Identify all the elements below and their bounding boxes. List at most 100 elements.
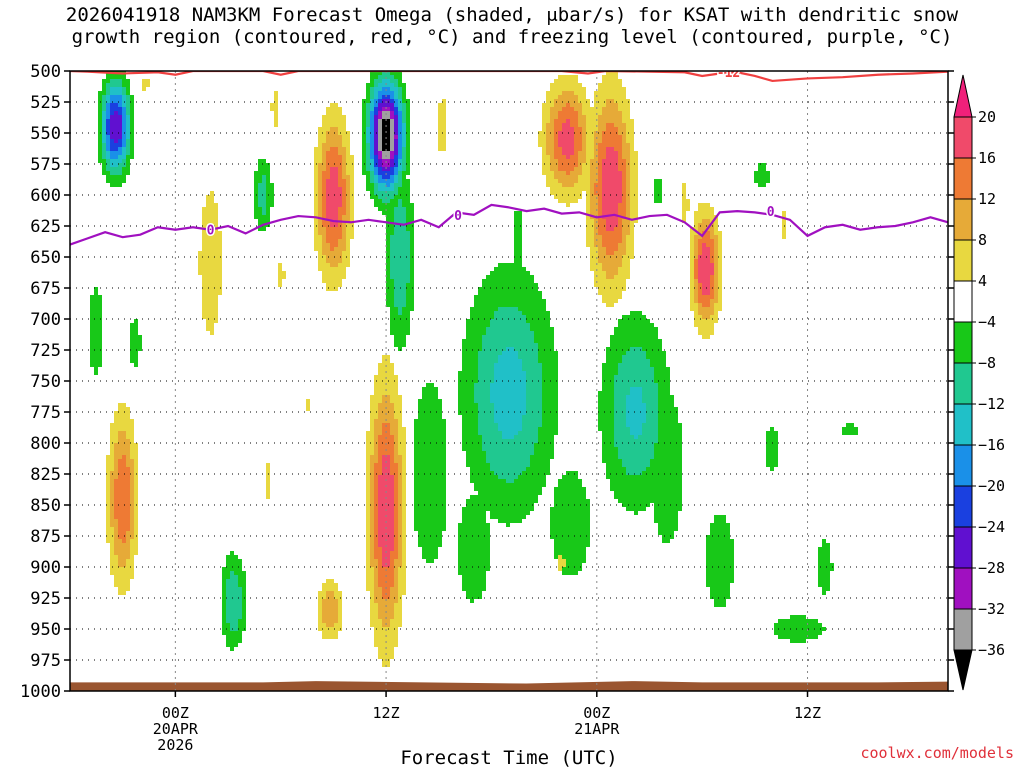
- omega-cell: [130, 447, 138, 451]
- omega-cell: [402, 463, 406, 467]
- omega-cell: [682, 215, 686, 219]
- omega-cell: [690, 259, 694, 263]
- omega-cell: [394, 543, 398, 547]
- omega-cell: [370, 455, 378, 459]
- omega-cell: [326, 155, 342, 159]
- omega-cell: [702, 231, 710, 235]
- omega-cell: [658, 439, 682, 443]
- omega-cell: [626, 211, 630, 215]
- omega-cell: [366, 119, 370, 123]
- omega-cell: [398, 555, 402, 559]
- omega-cell: [478, 363, 494, 367]
- omega-cell: [398, 107, 402, 111]
- omega-cell: [550, 155, 554, 159]
- omega-cell: [462, 583, 486, 587]
- omega-cell: [330, 171, 338, 175]
- omega-cell: [390, 243, 410, 247]
- omega-cell: [206, 195, 214, 199]
- omega-cell: [110, 95, 122, 99]
- omega-cell: [598, 167, 602, 171]
- omega-cell: [382, 127, 390, 131]
- omega-cell: [98, 115, 102, 119]
- omega-cell: [134, 487, 138, 491]
- omega-cell: [102, 95, 106, 99]
- omega-cell: [654, 199, 662, 203]
- omega-cell: [342, 143, 350, 147]
- omega-cell: [114, 491, 130, 495]
- omega-cell: [266, 183, 274, 187]
- omega-cell: [710, 283, 714, 287]
- omega-cell: [710, 531, 730, 535]
- omega-cell: [594, 191, 602, 195]
- omega-cell: [110, 543, 114, 547]
- omega-cell: [402, 167, 406, 171]
- omega-cell: [378, 183, 386, 187]
- omega-cell: [370, 611, 378, 615]
- omega-cell: [382, 199, 390, 203]
- omega-cell: [690, 299, 694, 303]
- grid: [70, 71, 948, 691]
- omega-cell: [118, 435, 126, 439]
- omega-cell: [630, 347, 642, 351]
- omega-cell: [586, 139, 594, 143]
- omega-cell: [394, 611, 402, 615]
- omega-cell: [346, 203, 350, 207]
- omega-cell: [718, 287, 722, 291]
- omega-cell: [362, 163, 366, 167]
- omega-cell: [306, 407, 310, 411]
- omega-cell: [554, 495, 586, 499]
- omega-cell: [90, 335, 102, 339]
- omega-cell: [754, 175, 770, 179]
- omega-cell: [102, 79, 110, 83]
- omega-cell: [378, 119, 382, 123]
- omega-cell: [514, 259, 522, 263]
- omega-cell: [366, 83, 374, 87]
- omega-cell: [130, 519, 134, 523]
- omega-cell: [390, 147, 394, 151]
- omega-cell: [522, 367, 542, 371]
- omega-cell: [110, 87, 122, 91]
- omega-cell: [578, 159, 586, 163]
- omega-cell: [514, 235, 522, 239]
- omega-cell: [698, 307, 714, 311]
- omega-cell: [366, 155, 370, 159]
- omega-cell: [110, 491, 114, 495]
- omega-cell: [582, 135, 586, 139]
- omega-cell: [646, 419, 658, 423]
- omega-cell: [714, 287, 718, 291]
- omega-cell: [414, 511, 446, 515]
- omega-cell: [458, 383, 474, 387]
- omega-cell: [602, 363, 618, 367]
- omega-cell: [586, 127, 598, 131]
- omega-cell: [342, 227, 346, 231]
- omega-cell: [614, 435, 634, 439]
- omega-cell: [566, 119, 570, 123]
- omega-cell: [426, 383, 434, 387]
- omega-cell: [306, 399, 310, 403]
- omega-cell: [342, 163, 346, 167]
- omega-cell: [398, 475, 402, 479]
- omega-cell: [602, 371, 618, 375]
- omega-cell: [578, 111, 582, 115]
- omega-cell: [550, 519, 590, 523]
- omega-cell: [658, 403, 674, 407]
- omega-cell: [618, 107, 630, 111]
- omega-cell: [346, 207, 350, 211]
- omega-cell: [386, 183, 390, 187]
- omega-cell: [570, 171, 582, 175]
- omega-cell: [322, 143, 342, 147]
- omega-cell: [602, 431, 614, 435]
- omega-cell: [274, 119, 278, 123]
- omega-cell: [642, 347, 662, 351]
- omega-cell: [114, 479, 130, 483]
- omega-cell: [594, 99, 606, 103]
- omega-cell: [482, 335, 534, 339]
- omega-cell: [542, 403, 558, 407]
- omega-cell: [574, 107, 582, 111]
- omega-cell: [262, 179, 266, 183]
- omega-cell: [766, 459, 778, 463]
- omega-cell: [370, 499, 374, 503]
- omega-cell: [370, 107, 374, 111]
- omega-cell: [710, 587, 730, 591]
- omega-cell: [370, 131, 374, 135]
